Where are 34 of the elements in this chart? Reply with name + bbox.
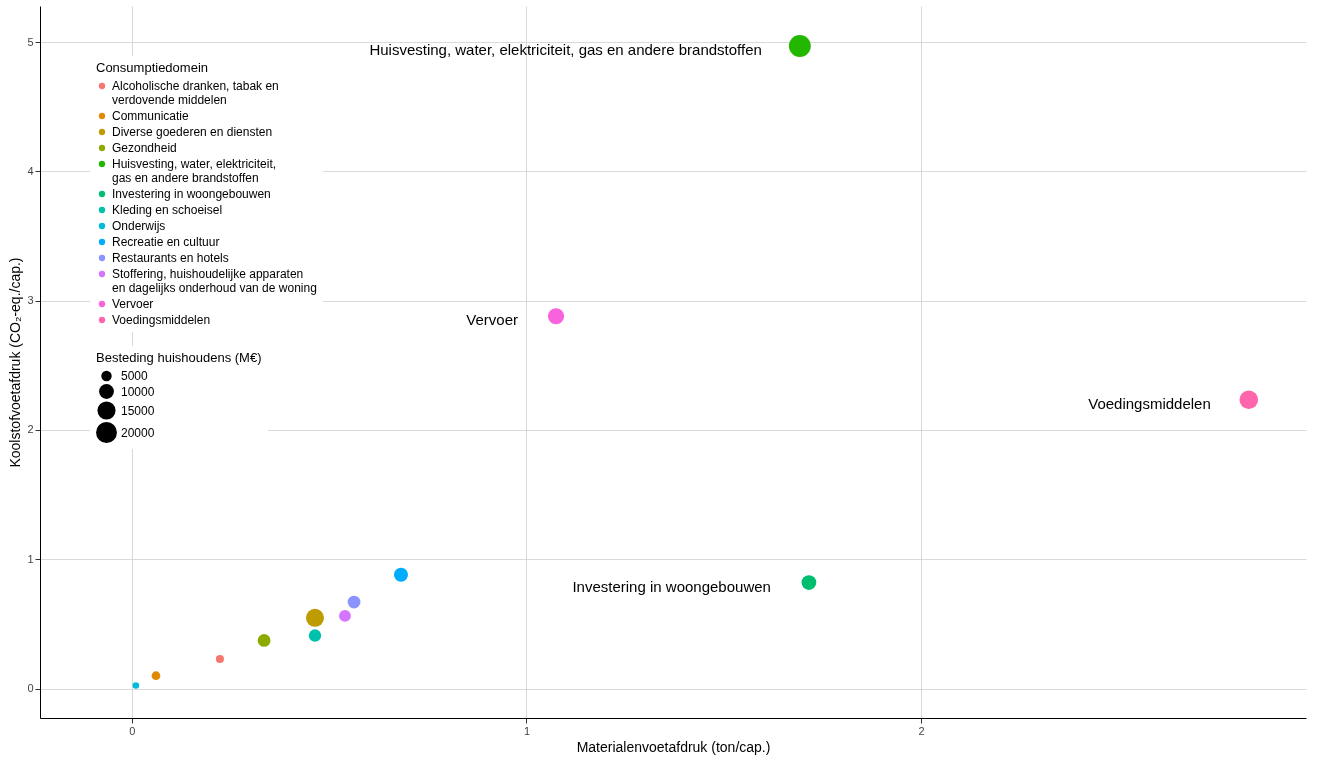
legend-label: Stoffering, huishoudelijke apparaten en dagelijks onderhoud van de woning	[112, 267, 317, 295]
legend-label: Recreatie en cultuur	[112, 235, 220, 249]
legend-label: Huisvesting, water, elektriciteit, gas en andere brandstoffen	[112, 157, 277, 185]
y-tick-label: 2	[27, 423, 34, 436]
legend-label: Investering in woongebouwen	[112, 187, 271, 201]
y-axis-title: Koolstofvoetafdruk (CO₂-eq./cap.)	[7, 257, 24, 468]
y-tick-label: 3	[27, 294, 34, 307]
legend-label: Onderwijs	[112, 219, 166, 233]
legend-label: 10000	[121, 384, 155, 399]
x-tick-label: 0	[129, 724, 136, 737]
legend-label: Vervoer	[112, 297, 154, 311]
annotation: Besteding huishoudens (M€)	[96, 350, 262, 365]
annotation: Investering in woongebouwen	[572, 577, 771, 595]
legend-label: Diverse goederen en diensten	[112, 125, 273, 139]
annotation: Voedingsmiddelen	[1088, 394, 1211, 412]
legend-label: 5000	[121, 369, 149, 383]
legend-label: Kleding en schoeisel	[112, 203, 223, 217]
y-tick-label: 0	[27, 682, 34, 695]
x-tick-label: 1	[523, 724, 530, 737]
legend-label: Gezondheid	[112, 141, 177, 155]
legend-title: Consumptiedomein	[96, 60, 209, 75]
y-tick-label: 1	[27, 552, 34, 565]
legend-label: Voedingsmiddelen	[112, 313, 211, 327]
legend-label: Restaurants en hotels	[112, 251, 229, 265]
legend-label: 15000	[121, 403, 155, 418]
annotation: Huisvesting, water, elektriciteit, gas en andere brandstoffen	[369, 41, 762, 59]
annotation: Vervoer	[466, 311, 519, 329]
y-tick-label: 5	[27, 35, 34, 48]
x-axis-title: Materialenvoetafdruk (ton/cap.)	[576, 738, 771, 755]
legend-label: 20000	[121, 425, 155, 440]
legend-label: Communicatie	[112, 109, 190, 123]
y-tick-label: 4	[27, 164, 34, 177]
x-tick-label: 2	[918, 724, 925, 737]
legend-label: Alcoholische dranken, tabak en verdovende middelen	[112, 79, 279, 107]
